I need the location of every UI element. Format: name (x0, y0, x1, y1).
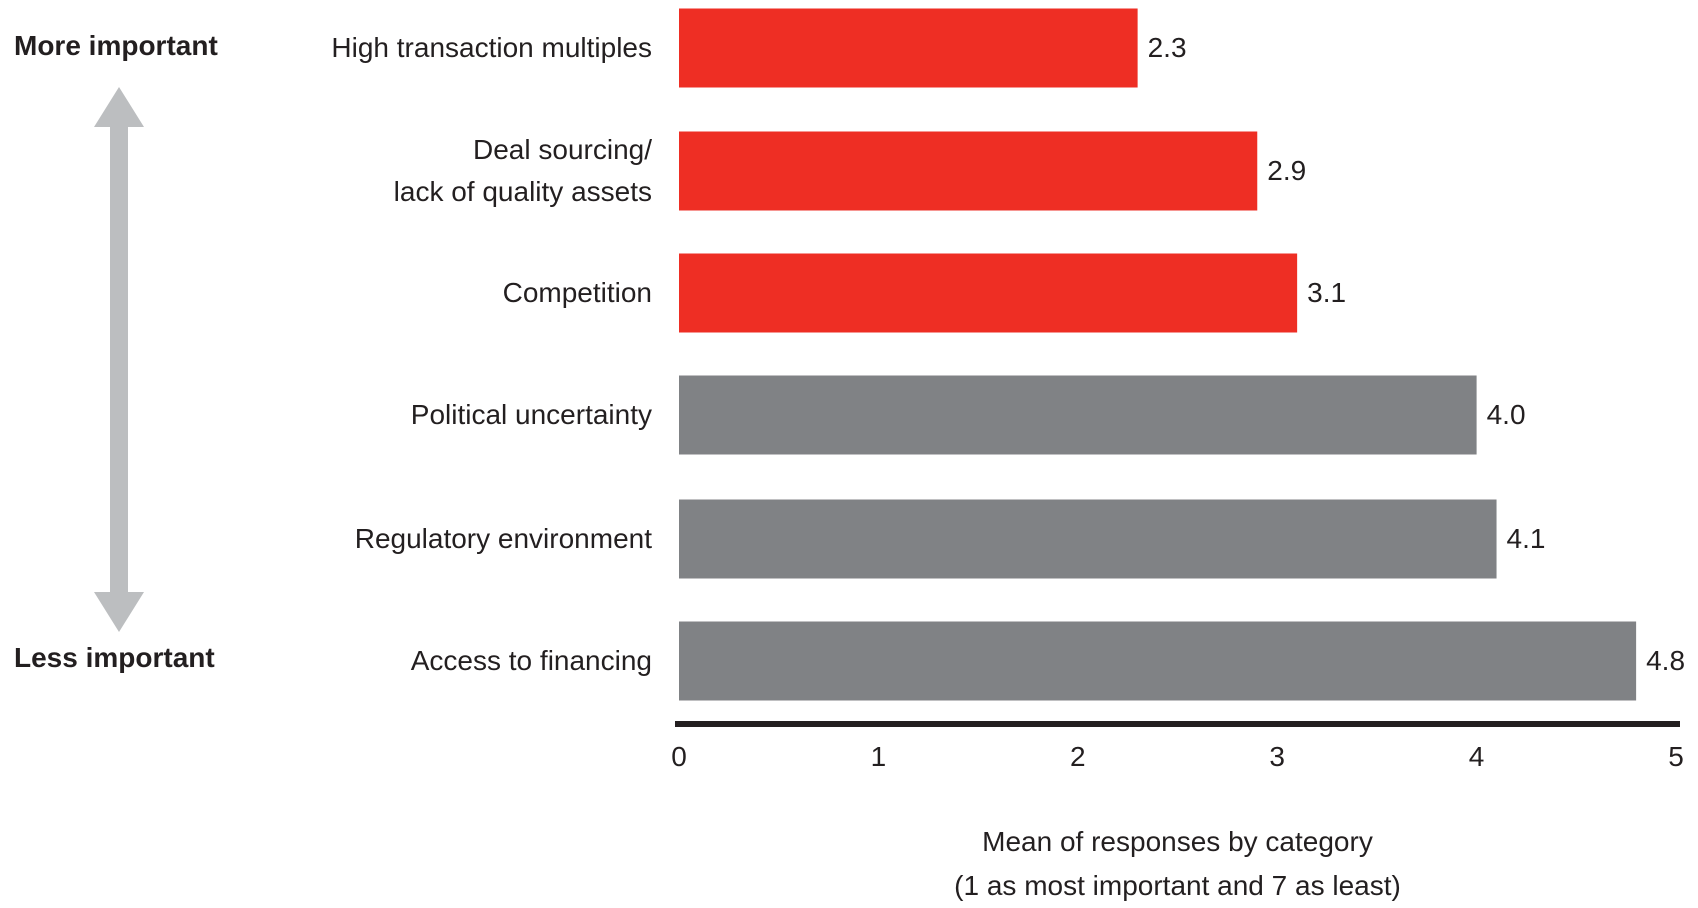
bar (679, 621, 1637, 701)
x-tick-label: 5 (1668, 741, 1684, 772)
y-tick-label: Deal sourcing/ lack of quality assets (393, 134, 652, 207)
value-label: 3.1 (1307, 277, 1347, 308)
bar (679, 253, 1298, 333)
annotation: Less important (14, 642, 215, 673)
x-tick-label: 4 (1468, 741, 1485, 772)
bar (679, 8, 1138, 88)
x-tick-label: 0 (671, 741, 687, 772)
y-tick-label: Access to financing (410, 645, 652, 676)
x-axis-title: Mean of responses by category (1 as most… (954, 826, 1401, 901)
value-label: 4.8 (1646, 645, 1686, 676)
y-tick-label: Regulatory environment (354, 523, 652, 554)
value-label: 4.0 (1486, 399, 1526, 430)
y-tick-label: Competition (502, 277, 652, 308)
annotation: More important (14, 30, 218, 61)
importance-arrow (94, 87, 144, 632)
value-label: 2.9 (1267, 155, 1307, 186)
bar (679, 375, 1477, 455)
bar (679, 499, 1497, 579)
y-tick-label: Political uncertainty (410, 399, 652, 430)
x-tick-label: 3 (1269, 741, 1285, 772)
x-tick-label: 1 (870, 741, 887, 772)
y-tick-label: High transaction multiples (331, 32, 652, 63)
x-tick-label: 2 (1070, 741, 1086, 772)
value-label: 2.3 (1147, 32, 1187, 63)
value-label: 4.1 (1506, 523, 1546, 554)
bar (679, 131, 1258, 211)
